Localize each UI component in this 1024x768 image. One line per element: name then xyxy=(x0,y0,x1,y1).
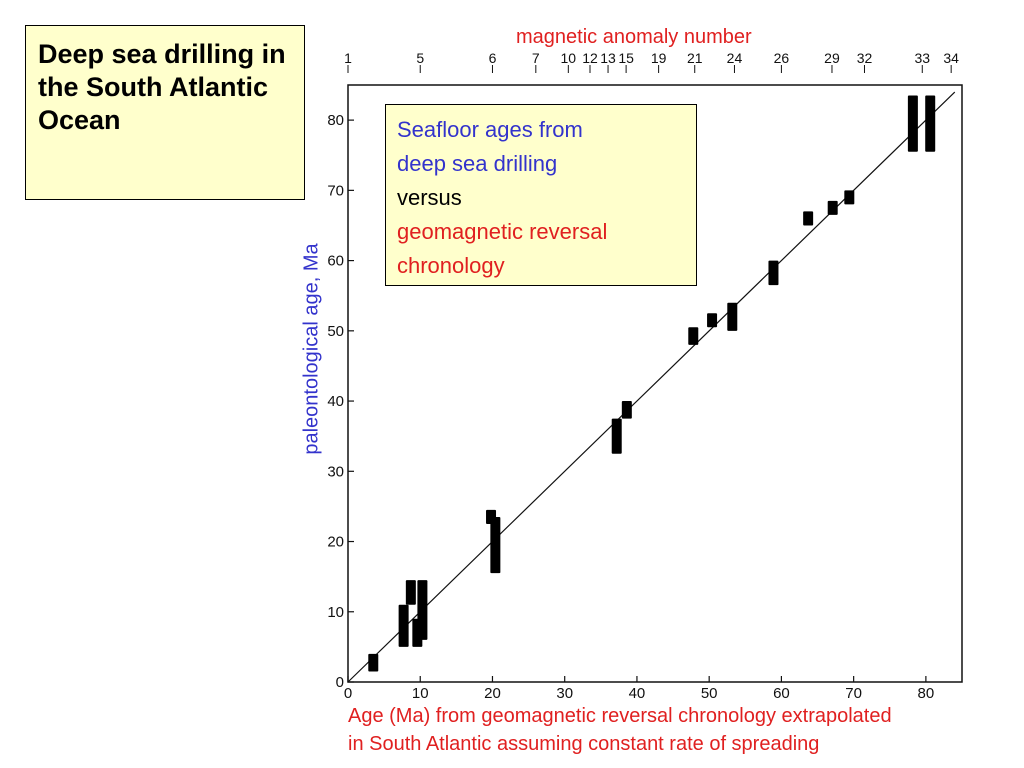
data-bar xyxy=(405,580,416,605)
y-tick-label: 60 xyxy=(327,253,344,270)
slide-title: Deep sea drilling in the South Atlantic … xyxy=(38,39,286,135)
legend-box: Seafloor ages from deep sea drilling ver… xyxy=(385,104,697,286)
data-bar xyxy=(844,190,855,205)
legend-line-2: deep sea drilling xyxy=(397,151,558,176)
y-tick-label: 0 xyxy=(336,674,344,691)
anomaly-tick-label: 5 xyxy=(416,50,424,66)
data-bar xyxy=(925,95,936,152)
anomaly-tick-label: 19 xyxy=(651,50,667,66)
x-tick-label: 80 xyxy=(918,685,935,702)
legend-line-1: Seafloor ages from xyxy=(397,117,583,142)
legend-line-4: geomagnetic reversal xyxy=(397,219,608,244)
reference-line xyxy=(347,91,956,683)
data-bar xyxy=(768,260,779,286)
x-tick-label: 70 xyxy=(845,685,862,702)
y-tick-label: 50 xyxy=(327,323,344,340)
legend-line-3: versus xyxy=(397,185,462,210)
data-bar xyxy=(368,653,379,672)
anomaly-tick-label: 1 xyxy=(344,50,352,66)
anomaly-tick-label: 12 xyxy=(582,50,598,66)
x-tick-label: 60 xyxy=(773,685,790,702)
data-bar xyxy=(707,313,718,328)
data-bar xyxy=(490,516,501,574)
x-tick-label: 30 xyxy=(556,685,573,702)
anomaly-tick-label: 7 xyxy=(532,50,540,66)
anomaly-tick-label: 15 xyxy=(618,50,634,66)
y-tick-label: 80 xyxy=(327,112,344,129)
top-axis-label: magnetic anomaly number xyxy=(516,26,752,48)
y-tick-label: 30 xyxy=(327,463,344,480)
y-tick-label: 70 xyxy=(327,182,344,199)
x-tick-label: 10 xyxy=(412,685,429,702)
data-bar xyxy=(611,418,622,454)
x-axis-label-line-1: Age (Ma) from geomagnetic reversal chron… xyxy=(348,705,892,727)
x-tick-label: 20 xyxy=(484,685,501,702)
x-tick-label: 40 xyxy=(629,685,646,702)
x-axis-label: Age (Ma) from geomagnetic reversal chron… xyxy=(348,702,892,758)
anomaly-tick-label: 29 xyxy=(824,50,840,66)
anomaly-tick-label: 33 xyxy=(914,50,930,66)
y-tick-label: 20 xyxy=(327,534,344,551)
legend-line-5: chronology xyxy=(397,253,505,278)
anomaly-tick-label: 24 xyxy=(727,50,743,66)
axes-layer xyxy=(347,84,963,683)
anomaly-tick-label: 26 xyxy=(774,50,790,66)
anomaly-tick-label: 13 xyxy=(600,50,616,66)
anomaly-tick-label: 32 xyxy=(857,50,873,66)
anomaly-tick-label: 21 xyxy=(687,50,703,66)
data-bar xyxy=(907,95,918,152)
data-bar xyxy=(727,302,738,331)
x-axis-label-line-2: in South Atlantic assuming constant rate… xyxy=(348,733,820,755)
data-bar xyxy=(621,401,632,419)
x-tick-label: 50 xyxy=(701,685,718,702)
y-tick-label: 40 xyxy=(327,393,344,410)
data-bar xyxy=(803,211,814,226)
marks-layer xyxy=(368,95,936,672)
data-bar xyxy=(688,327,699,345)
x-tick-label: 0 xyxy=(344,685,352,702)
y-tick-label: 10 xyxy=(327,604,344,621)
data-bar xyxy=(417,580,428,640)
anomaly-tick-label: 6 xyxy=(489,50,497,66)
anomaly-tick-label: 34 xyxy=(943,50,959,66)
slide-title-box: Deep sea drilling in the South Atlantic … xyxy=(25,25,305,200)
anomaly-tick-label: 10 xyxy=(561,50,577,66)
plot-frame xyxy=(347,84,963,683)
data-bar xyxy=(398,604,409,647)
data-bar xyxy=(827,200,838,215)
